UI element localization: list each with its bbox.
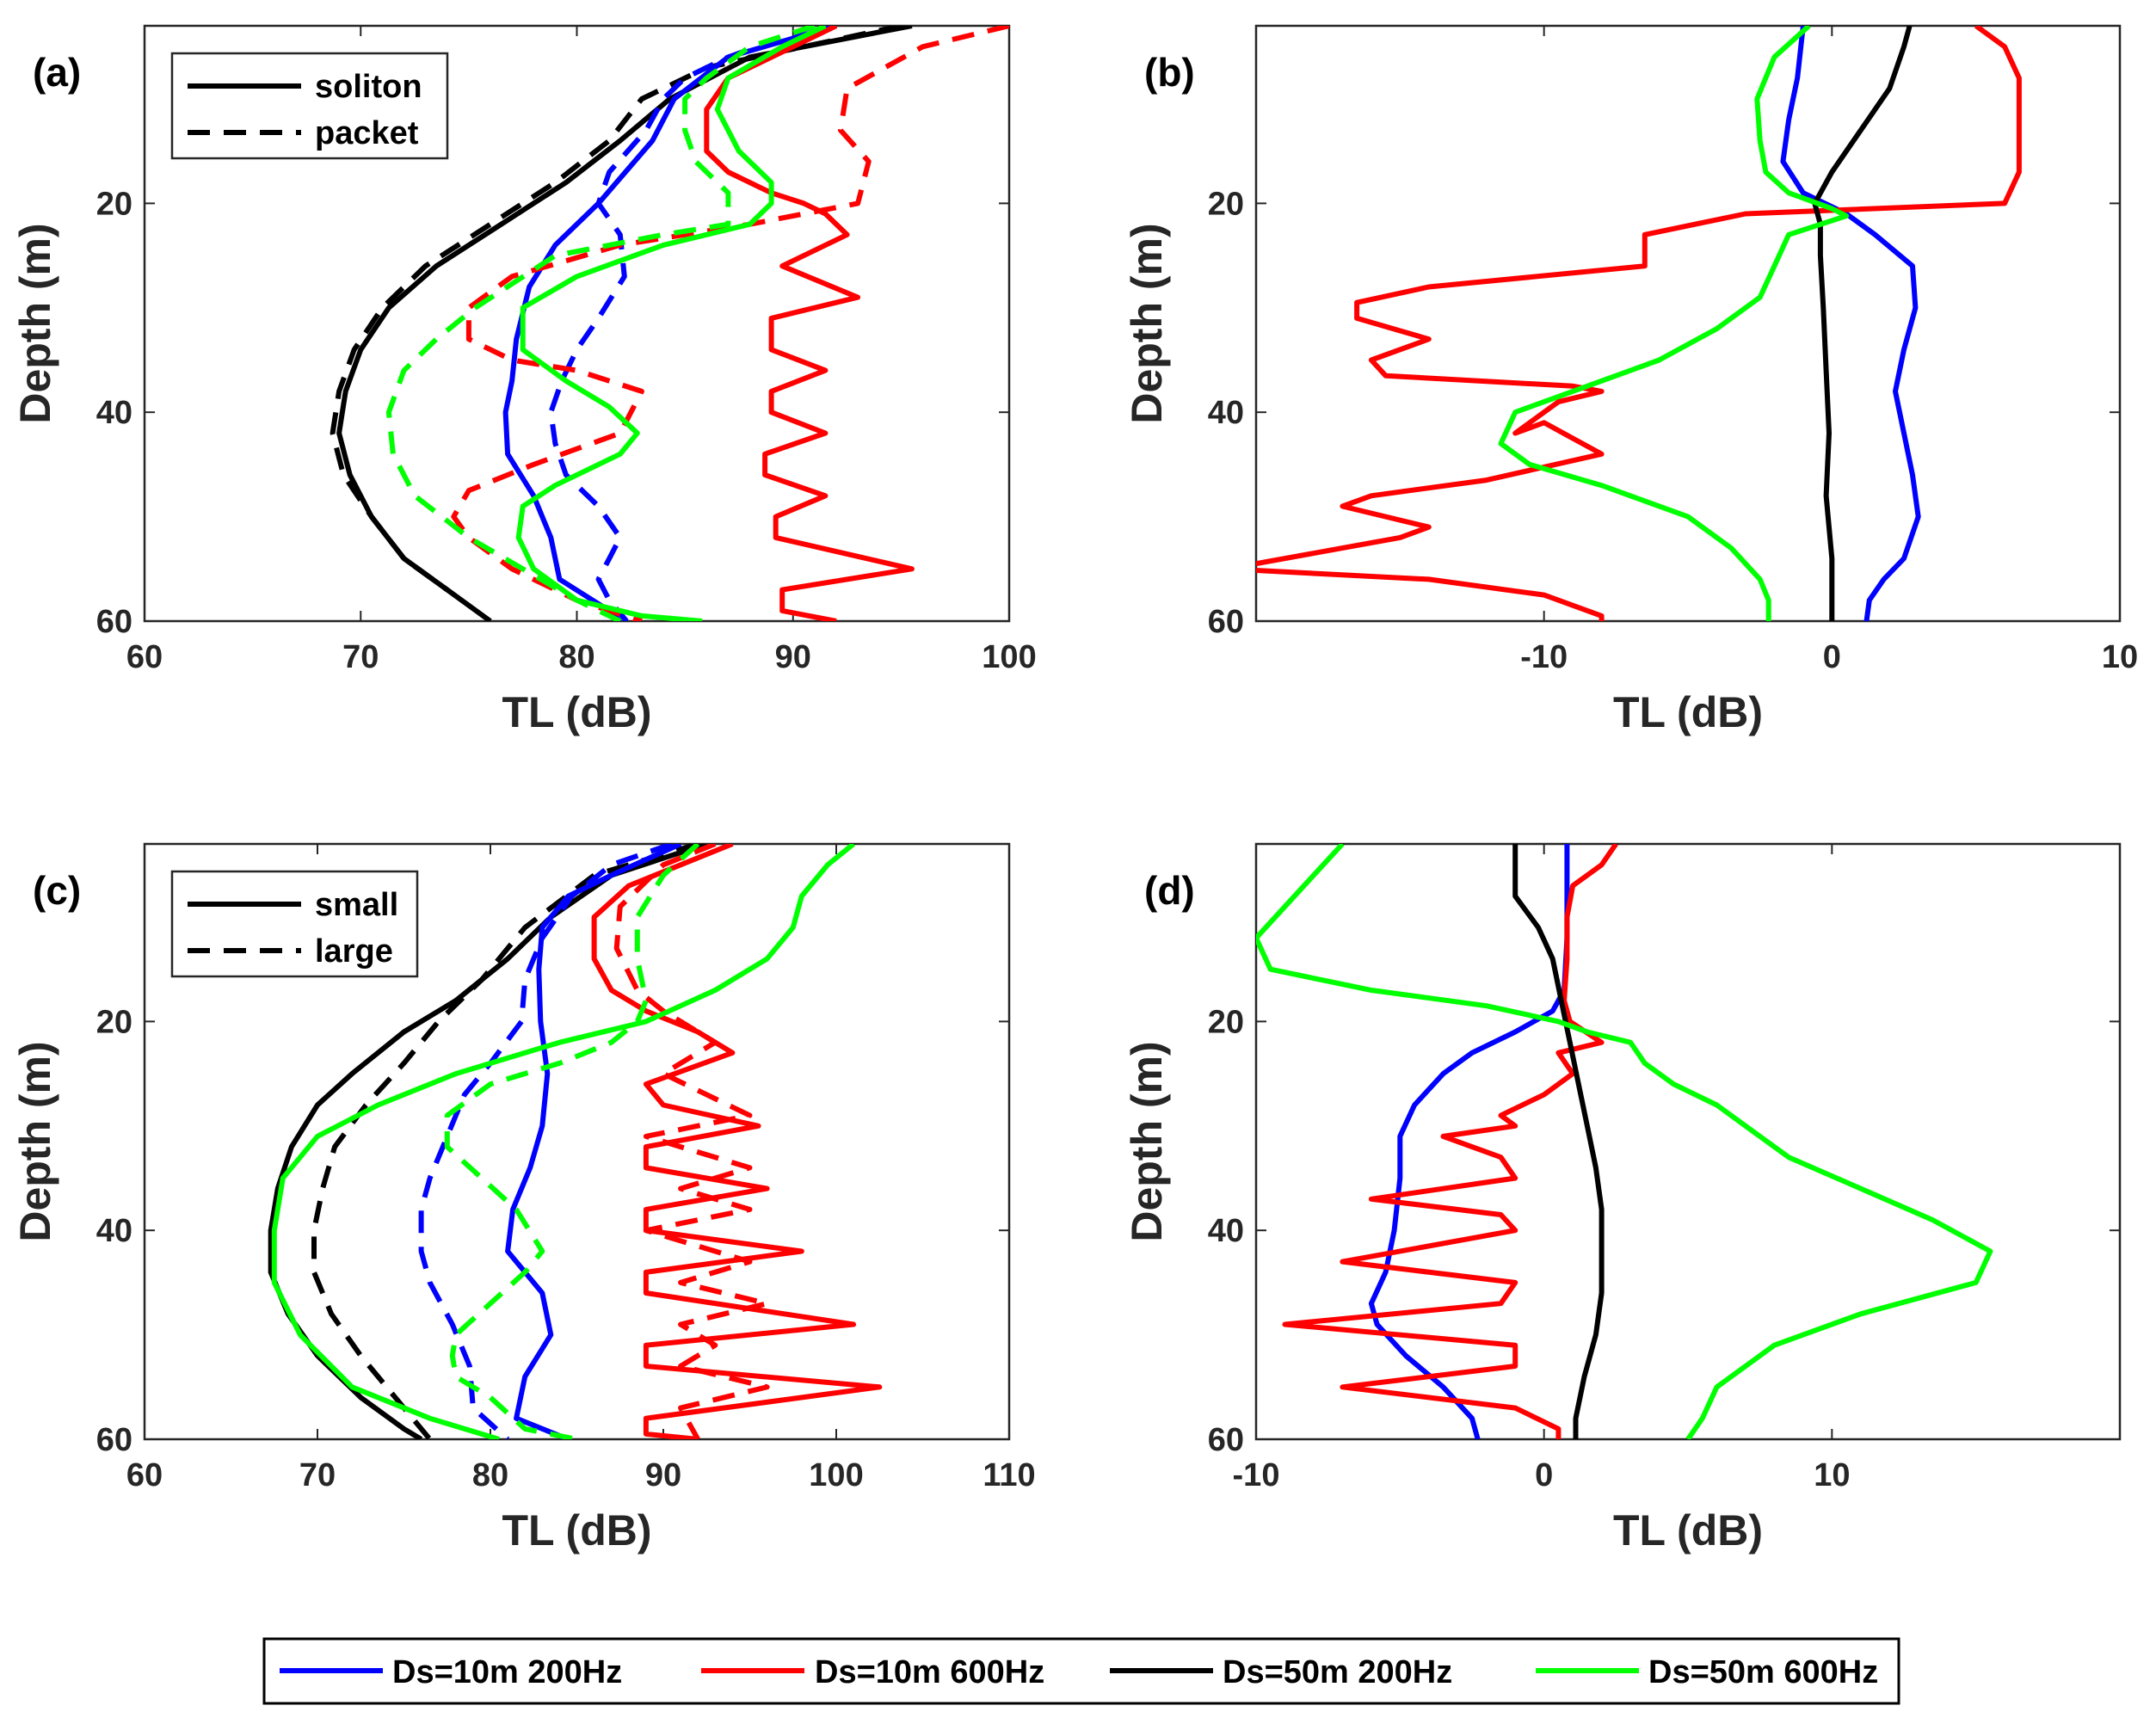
y-tick-label: 60 [96, 604, 132, 640]
style-legend: small large [170, 870, 419, 978]
style-legend-label-small: small [315, 887, 398, 923]
y-tick-label: 40 [1208, 395, 1244, 431]
series-group [1256, 844, 1993, 1439]
y-tick-label: 60 [1208, 1422, 1244, 1458]
y-tick-label: 60 [96, 1422, 132, 1458]
x-tick-label: 0 [1535, 1457, 1553, 1493]
series-ds-10m-600hz-small [591, 844, 883, 1439]
series-ds-50m-600hz-large [444, 844, 700, 1439]
x-tick-label: 90 [775, 639, 811, 675]
panel-c: 60 70 80 90 100 110 20 40 60 TL (dB) Depth (m) (c) s… [11, 842, 1036, 1555]
x-tick-label: 0 [1823, 639, 1841, 675]
x-tick-label: 10 [1814, 1457, 1850, 1493]
x-tick-label: 60 [126, 1457, 163, 1493]
y-tick-label: 20 [96, 1004, 132, 1040]
plot-area [1254, 24, 2122, 623]
series-group [330, 26, 1009, 621]
series-ds-10m-200hz [1780, 26, 1921, 621]
series-ds-50m-600hz-packet [385, 26, 816, 621]
panel-letter: (a) [33, 50, 81, 95]
x-axis-label: TL (dB) [1613, 688, 1763, 736]
y-tick-label: 60 [1208, 604, 1244, 640]
x-tick-label: 70 [299, 1457, 336, 1493]
y-tick-label: 20 [1208, 186, 1244, 222]
series-ds-50m-200hz [1512, 844, 1605, 1439]
series-ds-10m-200hz-soliton [502, 26, 837, 621]
x-tick-label: 100 [809, 1457, 863, 1493]
y-tick-label: 20 [1208, 1004, 1244, 1040]
series-ds-50m-600hz [1498, 26, 1850, 621]
series-ds-10m-600hz-packet [451, 26, 1009, 621]
color-legend: Ds=10m 200Hz Ds=10m 600Hz Ds=50m 200Hz D… [262, 1637, 1900, 1705]
legend-label-ds50-200: Ds=50m 200Hz [1223, 1654, 1452, 1690]
series-ds-50m-200hz [1812, 26, 1913, 621]
series-group [1256, 26, 2022, 621]
series-ds-10m-600hz [1256, 26, 2022, 621]
panel-a: 60 70 80 90 100 20 40 60 TL (dB) Depth (m) (a) soli… [11, 24, 1037, 736]
series-ds-10m-200hz-large [418, 844, 673, 1439]
y-axis-label: Depth (m) [11, 223, 59, 423]
series-ds-50m-600hz-small [271, 844, 855, 1439]
panel-letter: (c) [33, 868, 81, 913]
style-legend-label-large: large [315, 933, 393, 970]
x-axis-label: TL (dB) [502, 688, 651, 736]
y-axis-label: Depth (m) [1123, 1041, 1171, 1241]
style-legend-box [170, 870, 419, 978]
panel-letter: (b) [1144, 50, 1195, 95]
panel-letter: (d) [1144, 868, 1195, 913]
series-ds-10m-600hz [1282, 844, 1618, 1439]
x-tick-label: 90 [645, 1457, 681, 1493]
series-ds-50m-200hz-soliton [336, 26, 913, 621]
series-group [268, 844, 883, 1439]
x-axis-label: TL (dB) [502, 1506, 651, 1555]
x-tick-label: -10 [1233, 1457, 1280, 1493]
y-tick-label: 40 [1208, 1213, 1244, 1249]
style-legend: soliton packet [170, 52, 449, 160]
legend-label-ds10-600: Ds=10m 600Hz [815, 1654, 1044, 1690]
y-axis-label: Depth (m) [1123, 223, 1171, 423]
x-tick-label: 70 [342, 639, 379, 675]
plot-area [1254, 842, 2122, 1441]
x-tick-label: 100 [982, 639, 1036, 675]
legend-label-ds10-200: Ds=10m 200Hz [392, 1654, 622, 1690]
x-axis-label: TL (dB) [1613, 1506, 1763, 1555]
panel-b: -10 0 10 20 40 60 TL (dB) Depth (m) (b) [1123, 24, 2138, 736]
x-tick-label: 80 [472, 1457, 508, 1493]
x-tick-label: 60 [126, 639, 163, 675]
x-tick-label: 110 [983, 1457, 1035, 1493]
series-ds-10m-600hz-soliton [704, 26, 915, 621]
x-tick-label: 10 [2102, 639, 2138, 675]
legend-label-ds50-600: Ds=50m 600Hz [1648, 1654, 1878, 1690]
style-legend-label-soliton: soliton [315, 69, 422, 105]
panel-d: -10 0 10 20 40 60 TL (dB) Depth (m) (d) [1123, 842, 2122, 1555]
x-tick-label: -10 [1520, 639, 1568, 675]
series-ds-50m-200hz-large [311, 844, 699, 1439]
series-ds-10m-200hz-small [505, 844, 682, 1439]
y-tick-label: 40 [96, 395, 132, 431]
series-ds-50m-600hz-soliton [515, 26, 827, 621]
x-tick-label: 80 [558, 639, 594, 675]
y-tick-label: 40 [96, 1213, 132, 1249]
style-legend-label-packet: packet [315, 115, 419, 151]
series-ds-10m-200hz-packet [548, 26, 816, 621]
style-legend-box [170, 52, 449, 160]
series-ds-10m-600hz-large [613, 844, 770, 1439]
y-tick-label: 20 [96, 186, 132, 222]
series-ds-50m-600hz [1256, 844, 1993, 1439]
y-axis-label: Depth (m) [11, 1041, 59, 1241]
